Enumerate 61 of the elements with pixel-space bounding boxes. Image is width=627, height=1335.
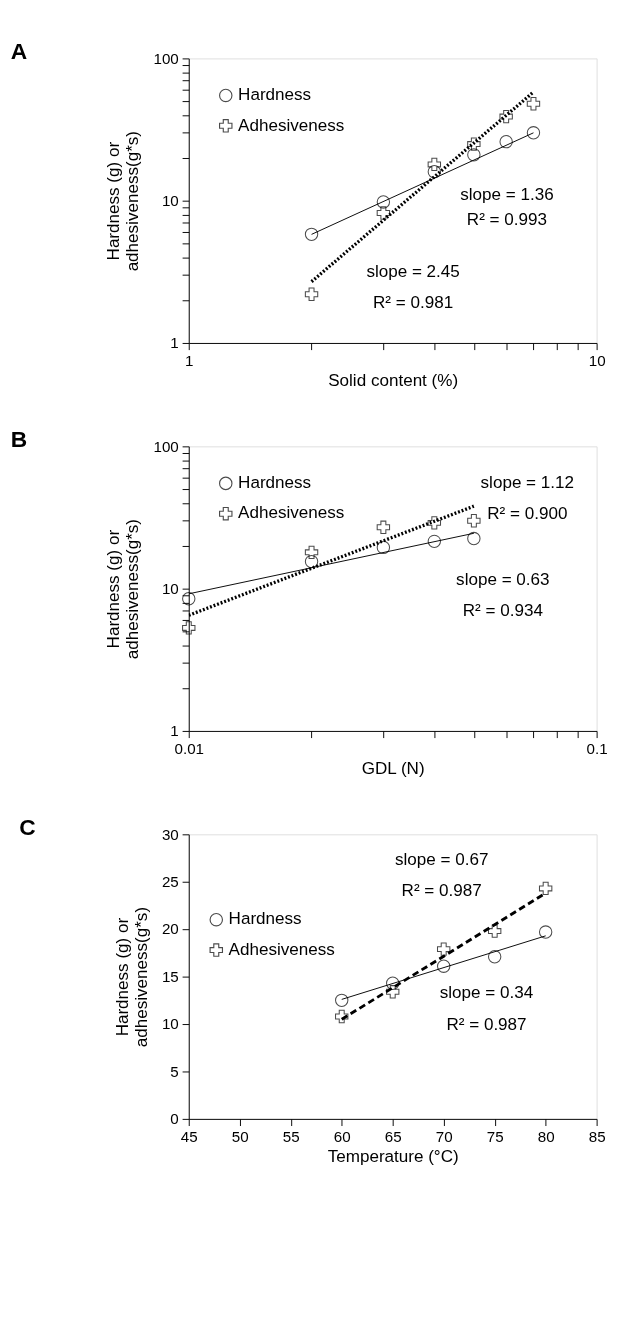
x-tick-label: 50 — [231, 1128, 249, 1146]
y-tick-label: 20 — [161, 920, 179, 938]
annotation: R² = 0.993 — [466, 210, 547, 230]
y-tick-label: 15 — [161, 967, 179, 985]
point — [335, 993, 349, 1008]
y-tick-label: 1 — [170, 334, 179, 352]
annotation: slope = 2.45 — [366, 261, 460, 281]
point — [538, 925, 553, 939]
y-tick-label: 30 — [161, 825, 179, 843]
annotation: slope = 0.34 — [439, 983, 534, 1003]
y-tick-label: 10 — [161, 1015, 179, 1033]
point — [335, 1009, 349, 1024]
x-axis-title: Temperature (°C) — [327, 1147, 459, 1167]
x-axis-title: GDL (N) — [361, 759, 425, 779]
y-tick-label: 100 — [153, 49, 179, 67]
legend-label: Hardness — [238, 85, 312, 105]
legend-label: Adhesiveness — [238, 503, 345, 523]
y-tick-label: 10 — [161, 191, 179, 209]
y-axis-title: Hardness (g) or adhesiveness(g*s) — [104, 130, 143, 272]
point — [487, 950, 502, 964]
chart-title: B — [10, 426, 28, 453]
x-axis-title: Solid content (%) — [328, 371, 459, 391]
y-axis-title: Hardness (g) or adhesiveness(g*s) — [104, 518, 143, 660]
point — [487, 924, 502, 938]
y-axis-title: Hardness (g) or adhesiveness(g*s) — [112, 906, 151, 1048]
x-tick-label: 0.1 — [586, 740, 608, 758]
annotation: slope = 1.36 — [460, 184, 554, 204]
point — [538, 881, 553, 896]
annotation: slope = 0.67 — [394, 849, 489, 869]
point — [436, 959, 451, 973]
annotation: R² = 0.934 — [462, 601, 543, 621]
x-tick-label: 85 — [588, 1128, 606, 1146]
y-tick-label: 100 — [153, 437, 179, 455]
x-tick-label: 75 — [486, 1128, 504, 1146]
x-tick-label: 65 — [384, 1128, 402, 1146]
legend-label: Adhesiveness — [228, 939, 335, 959]
y-tick-label: 25 — [161, 872, 179, 890]
point — [386, 985, 400, 999]
x-tick-label: 45 — [180, 1128, 198, 1146]
point — [436, 942, 451, 956]
point — [386, 976, 400, 990]
x-tick-label: 80 — [537, 1128, 555, 1146]
x-tick-label: 55 — [282, 1128, 300, 1146]
annotation: R² = 0.987 — [446, 1014, 527, 1034]
x-tick-label: 60 — [333, 1128, 351, 1146]
chart-title: A — [10, 38, 28, 65]
legend-label: Hardness — [228, 909, 302, 929]
y-tick-label: 0 — [170, 1110, 179, 1128]
y-tick-label: 1 — [170, 722, 179, 740]
legend-label: Adhesiveness — [238, 115, 345, 135]
annotation: slope = 0.63 — [456, 569, 550, 589]
x-tick-label: 70 — [435, 1128, 453, 1146]
annotation: R² = 0.987 — [401, 881, 482, 900]
annotation: R² = 0.981 — [373, 292, 454, 312]
legend-label: Hardness — [238, 473, 312, 493]
y-tick-label: 5 — [170, 1062, 179, 1080]
x-tick-label: 0.01 — [174, 740, 204, 758]
y-tick-label: 10 — [161, 579, 179, 597]
annotation: R² = 0.900 — [487, 504, 568, 524]
chart-title: C — [19, 814, 36, 841]
annotation: slope = 1.12 — [480, 473, 575, 493]
